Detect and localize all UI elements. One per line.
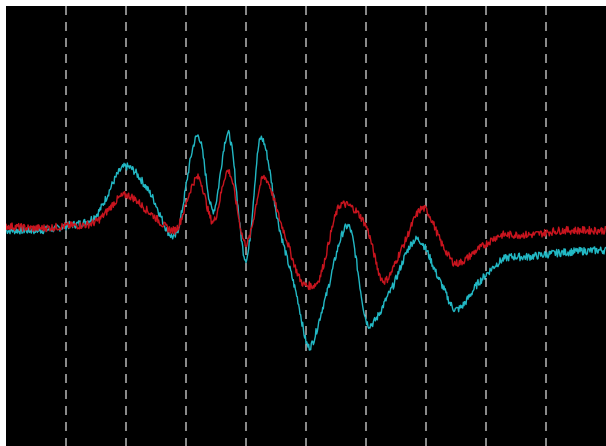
trace-series-2: [6, 169, 606, 291]
screen-background: [6, 6, 606, 446]
oscilloscope-screen: [6, 6, 606, 446]
trace-layer: [6, 129, 606, 351]
trace-series-1: [6, 129, 606, 351]
